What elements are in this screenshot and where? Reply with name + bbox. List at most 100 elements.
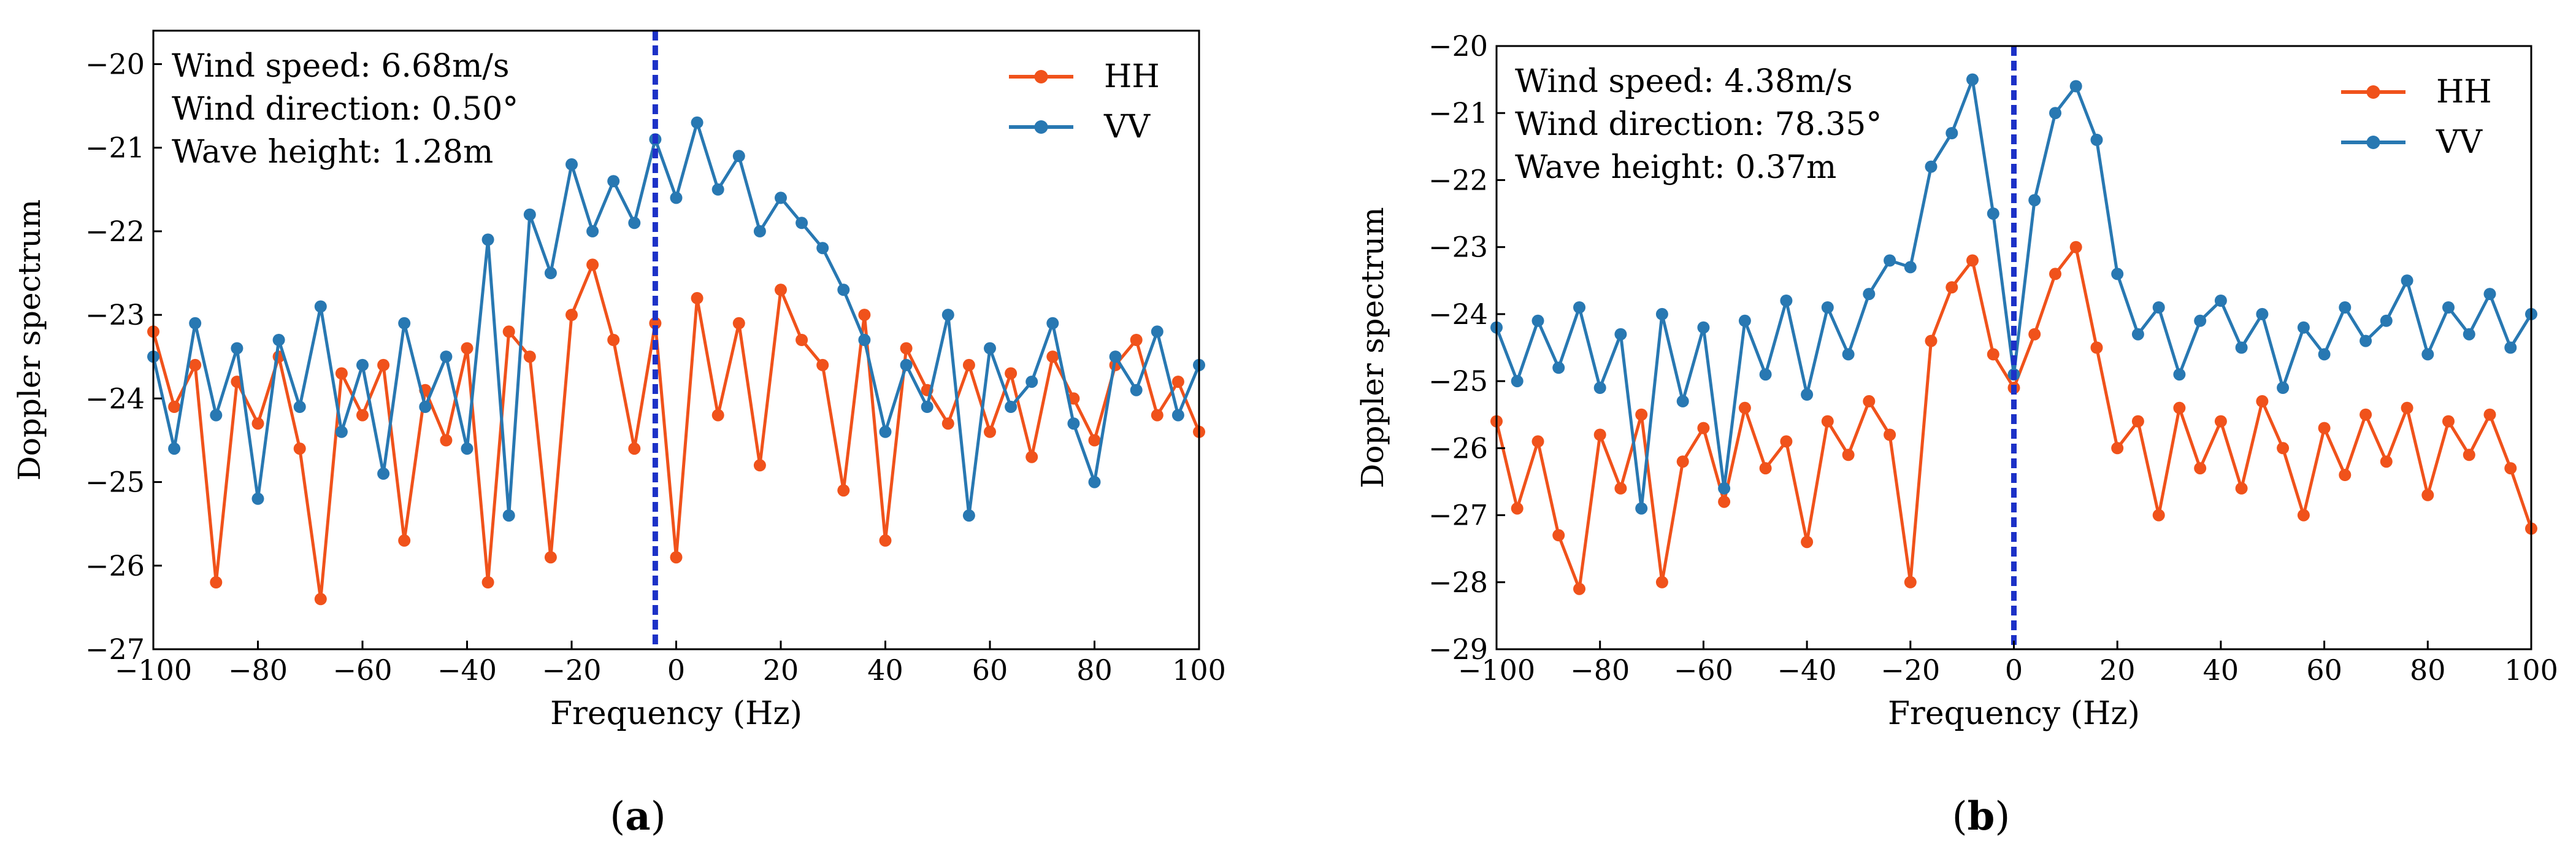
data-point-hh — [1655, 576, 1668, 588]
data-point-vv — [544, 267, 557, 279]
data-point-vv — [2173, 368, 2186, 381]
data-point-vv — [941, 309, 954, 322]
x-tick-label: 100 — [1172, 654, 1226, 687]
data-point-hh — [775, 284, 787, 296]
data-point-hh — [691, 291, 703, 304]
y-tick-label: −27 — [1428, 499, 1488, 532]
data-point-hh — [1863, 395, 1876, 407]
data-point-vv — [2339, 301, 2352, 314]
data-point-hh — [2256, 395, 2269, 407]
data-point-hh — [2069, 241, 2082, 253]
series-line-vv — [151, 121, 1201, 517]
data-point-vv — [2111, 268, 2124, 280]
data-point-vv — [1635, 502, 1648, 515]
x-tick-label: 40 — [867, 654, 903, 687]
data-point-vv — [900, 358, 913, 371]
data-point-hh — [1925, 334, 1938, 347]
data-point-vv — [775, 191, 787, 204]
data-point-vv — [858, 334, 871, 346]
data-point-vv — [2214, 295, 2227, 307]
data-point-hh — [649, 317, 662, 330]
legend: HH VV — [1009, 58, 1160, 145]
data-point-hh — [1552, 529, 1565, 542]
data-point-vv — [440, 350, 453, 363]
chart-panel-a: −100 −80 −60 −40 −20 0 20 40 60 80 100 −27 −26 −25 −24… — [12, 29, 1226, 839]
legend-label-vv: VV — [1103, 109, 1151, 145]
data-point-vv — [2463, 328, 2475, 341]
x-tick-label: −60 — [332, 654, 392, 687]
data-point-hh — [670, 551, 683, 564]
data-point-hh — [962, 358, 975, 371]
data-point-hh — [356, 409, 369, 422]
data-point-vv — [628, 217, 641, 230]
data-point-hh — [1614, 482, 1627, 495]
data-point-vv — [1863, 288, 1876, 301]
x-tick-label: 60 — [972, 654, 1008, 687]
data-point-hh — [2483, 408, 2496, 421]
x-tick-label: −40 — [1777, 654, 1837, 687]
data-point-hh — [1842, 449, 1855, 461]
data-point-vv — [2277, 382, 2290, 394]
data-point-vv — [168, 442, 181, 455]
data-point-vv — [1676, 395, 1689, 407]
data-point-vv — [2131, 328, 2144, 341]
data-point-vv — [1987, 207, 1999, 220]
data-point-vv — [1759, 368, 1772, 381]
ticks-layer: −100 −80 −60 −40 −20 0 20 40 60 80 100 −27 −26 −25 −24… — [85, 47, 1226, 687]
data-point-vv — [732, 150, 745, 163]
legend-marker-hh — [1034, 70, 1048, 83]
data-point-hh — [2152, 509, 2165, 522]
y-tick-label: −23 — [85, 298, 145, 331]
y-tick-label: −29 — [1428, 633, 1488, 666]
data-point-hh — [900, 342, 913, 355]
data-point-vv — [711, 183, 724, 196]
data-point-vv — [837, 284, 850, 296]
y-tick-label: −24 — [1428, 298, 1488, 331]
y-tick-label: −26 — [85, 549, 145, 582]
legend-label-hh: HH — [2436, 74, 2492, 110]
y-tick-label: −20 — [1428, 29, 1488, 63]
data-point-hh — [1718, 495, 1731, 508]
data-point-vv — [586, 225, 599, 237]
data-point-vv — [1614, 328, 1627, 341]
data-point-vv — [2421, 348, 2434, 361]
data-point-hh — [1046, 350, 1059, 363]
data-point-hh — [732, 317, 745, 330]
data-point-vv — [2297, 321, 2310, 334]
data-point-hh — [398, 534, 411, 547]
data-point-hh — [2504, 462, 2517, 475]
data-point-hh — [1821, 415, 1834, 428]
data-point-hh — [2111, 442, 2124, 455]
data-point-hh — [1635, 408, 1648, 421]
data-point-hh — [1151, 409, 1163, 422]
data-point-vv — [2256, 307, 2269, 320]
data-point-hh — [1511, 502, 1524, 515]
data-point-hh — [984, 425, 996, 438]
data-point-hh — [1573, 582, 1585, 595]
x-tick-label: 20 — [2099, 654, 2136, 687]
data-point-hh — [251, 417, 264, 430]
data-point-hh — [2194, 462, 2207, 475]
data-point-vv — [1945, 127, 1958, 139]
data-point-vv — [1088, 476, 1101, 488]
data-point-vv — [1109, 350, 1122, 363]
annotation-wind-speed: Wind speed: 6.68m/s — [172, 48, 510, 85]
legend-label-vv: VV — [2436, 124, 2483, 161]
data-point-vv — [2504, 341, 2517, 354]
data-point-vv — [335, 425, 348, 438]
data-point-vv — [921, 401, 933, 413]
data-point-hh — [2028, 328, 2041, 341]
data-point-hh — [837, 484, 850, 497]
data-point-hh — [168, 401, 181, 413]
data-point-hh — [2277, 442, 2290, 455]
data-point-hh — [2442, 415, 2455, 428]
data-point-vv — [1904, 261, 1917, 274]
data-point-vv — [251, 492, 264, 505]
data-point-vv — [1780, 295, 1793, 307]
data-point-vv — [231, 342, 243, 355]
data-point-hh — [628, 442, 641, 455]
data-point-hh — [293, 442, 306, 455]
data-point-vv — [1025, 376, 1038, 388]
data-point-vv — [2194, 314, 2207, 327]
data-point-hh — [1945, 281, 1958, 294]
